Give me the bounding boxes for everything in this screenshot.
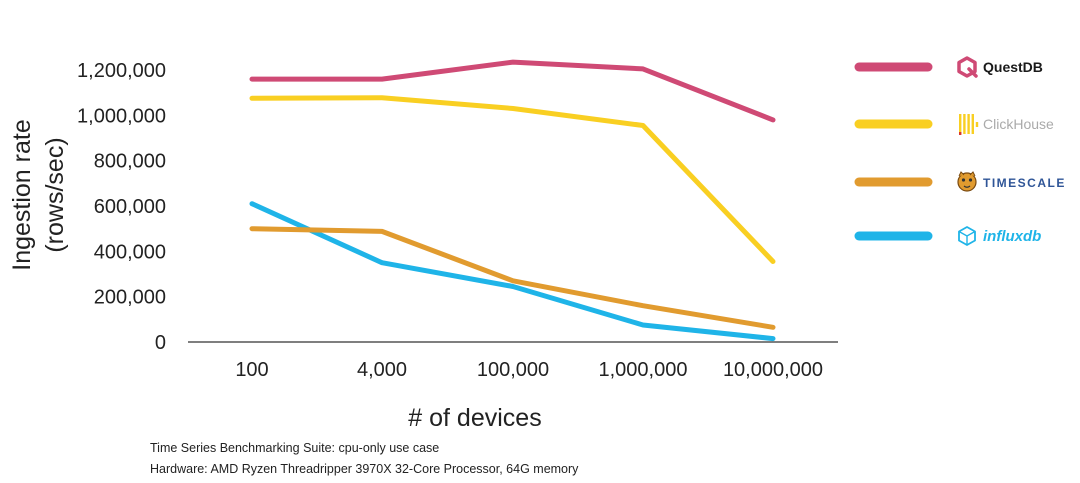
x-tick-label: 10,000,000 — [723, 359, 823, 381]
benchmark-suite-note: Time Series Benchmarking Suite: cpu-only… — [150, 441, 440, 455]
y-tick-label: 600,000 — [94, 196, 166, 218]
legend-label: influxdb — [983, 228, 1041, 245]
legend-label: ClickHouse — [983, 116, 1054, 132]
ingestion-rate-chart: 0 200,000 400,000 600,000 800,000 1,000,000 1,… — [8, 56, 1066, 432]
x-tick-label: 1,000,000 — [599, 359, 688, 381]
benchmark-notes: Time Series Benchmarking Suite: cpu-only… — [150, 438, 578, 480]
series-line-timescale — [249, 226, 776, 330]
series-line-questdb — [249, 59, 776, 123]
x-tick-label: 4,000 — [357, 359, 407, 381]
y-axis-ticks: 0 200,000 400,000 600,000 800,000 1,000,000 1,… — [77, 60, 166, 354]
y-tick-label: 200,000 — [94, 287, 166, 309]
series-line-influxdb — [249, 201, 776, 342]
legend: QuestDB ClickHouse TIMESCALE influxdb — [854, 56, 1066, 246]
y-axis-title-line-2: (rows/sec) — [41, 137, 69, 252]
legend-label: QuestDB — [983, 59, 1043, 75]
y-tick-label: 1,200,000 — [77, 60, 166, 82]
legend-item-clickhouse: ClickHouse — [854, 114, 1054, 135]
influxdb-cube-icon — [958, 226, 976, 246]
hardware-note: Hardware: AMD Ryzen Threadripper 3970X 3… — [150, 462, 579, 476]
series-line-clickhouse — [249, 95, 776, 264]
y-tick-label: 1,000,000 — [77, 105, 166, 127]
legend-item-timescale: TIMESCALE — [854, 171, 1066, 192]
legend-item-influxdb: influxdb — [854, 226, 1041, 246]
x-axis-title: # of devices — [408, 404, 541, 432]
y-axis-title-line-1: Ingestion rate — [8, 119, 36, 271]
series-lines — [249, 59, 776, 342]
y-tick-label: 400,000 — [94, 241, 166, 263]
x-tick-label: 100,000 — [477, 359, 549, 381]
clickhouse-logo-icon — [959, 114, 979, 135]
x-axis-ticks: 100 4,000 100,000 1,000,000 10,000,000 — [235, 359, 823, 381]
timescale-tiger-icon — [957, 171, 977, 192]
legend-label: TIMESCALE — [983, 176, 1066, 190]
y-tick-label: 0 — [155, 332, 166, 354]
legend-item-questdb: QuestDB — [854, 56, 1043, 78]
questdb-logo-icon — [957, 56, 978, 78]
x-tick-label: 100 — [235, 359, 268, 381]
y-tick-label: 800,000 — [94, 151, 166, 173]
